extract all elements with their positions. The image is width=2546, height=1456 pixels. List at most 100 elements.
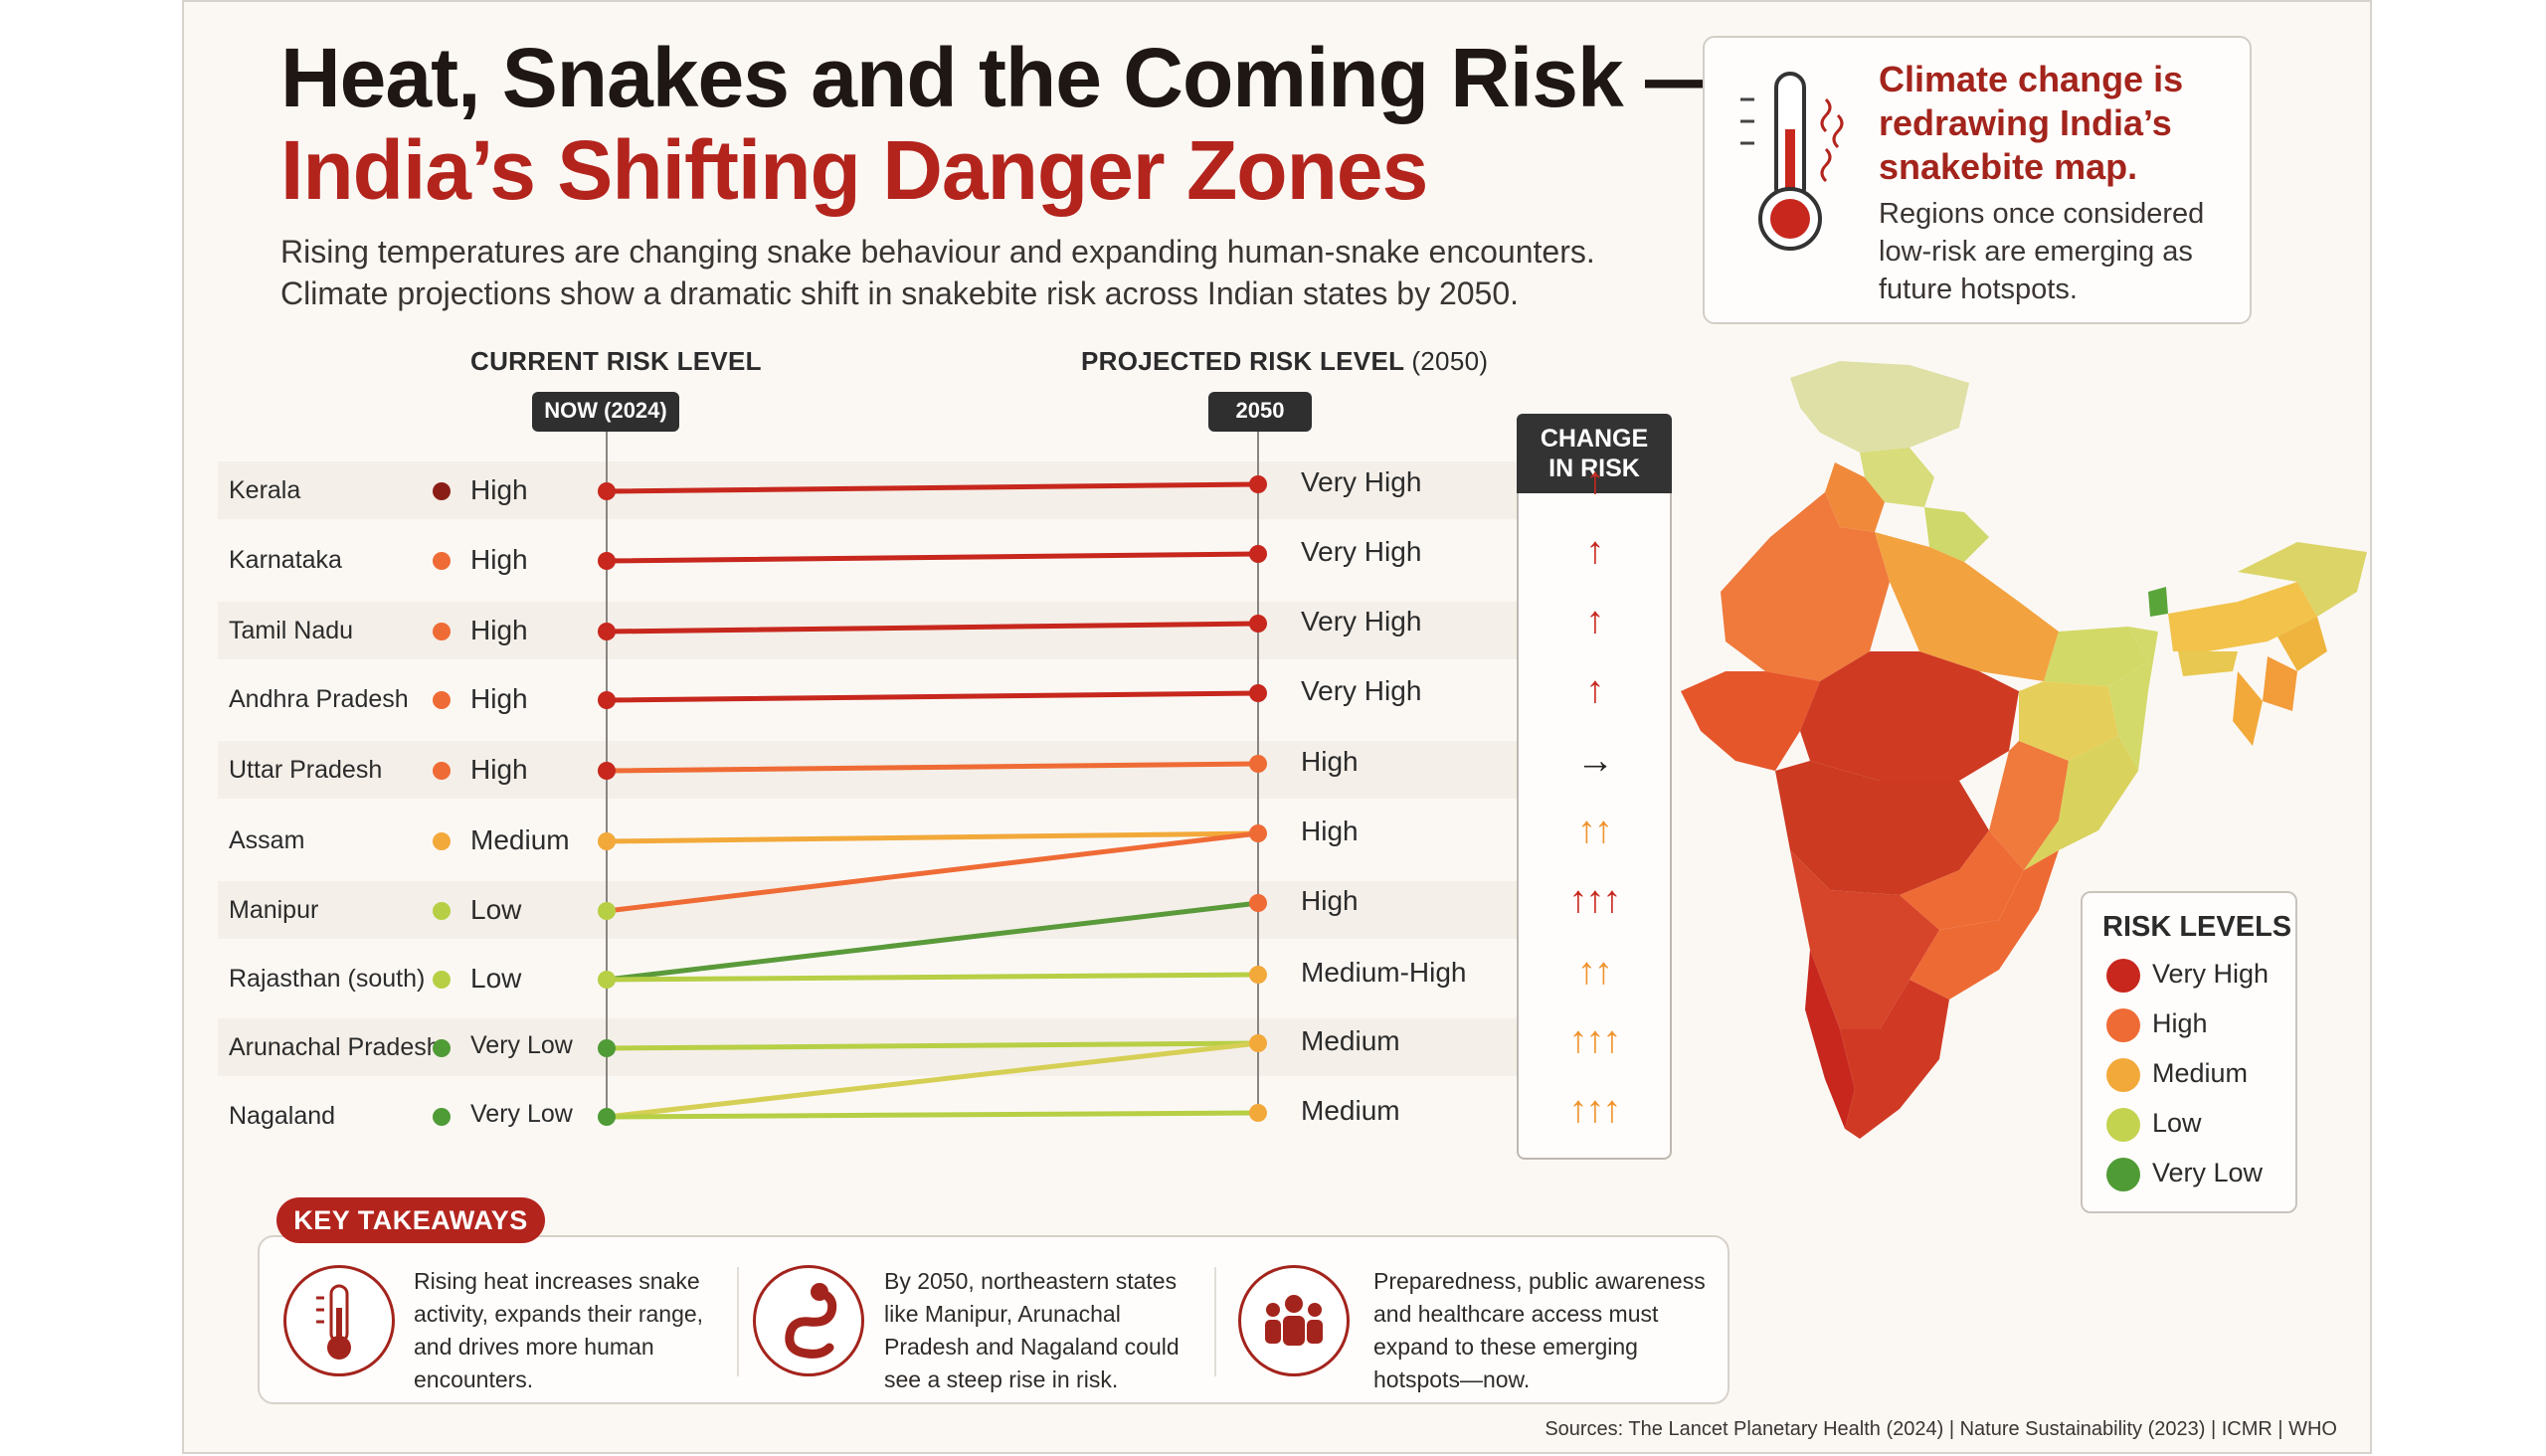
state-label-nagaland: Nagaland	[229, 1102, 336, 1130]
projected-level-karnataka: Very High	[1301, 536, 1422, 567]
map-region-sikkim	[2148, 587, 2168, 617]
state-label-rajasthan-south: Rajasthan (south)	[229, 965, 426, 993]
map-region-uttar-pradesh	[1875, 532, 2059, 681]
current-level-manipur: Low	[470, 894, 522, 925]
projected-level-rajasthan-south: Medium-High	[1301, 957, 1467, 988]
map-region-maharashtra	[1775, 761, 1989, 895]
subtitle-line-2: Climate projections show a dramatic shif…	[280, 275, 1520, 311]
subtitle-line-1: Rising temperatures are changing snake b…	[280, 234, 1595, 270]
climate-callout: Climate change is redrawing India’s snak…	[1703, 36, 2252, 324]
map-region-odisha	[2024, 736, 2138, 870]
projected-level-kerala: Very High	[1301, 466, 1422, 497]
legend-title: RISK LEVELS	[2102, 911, 2292, 943]
legend-swatch-very-low	[2106, 1158, 2140, 1191]
legend-item-high: High	[2106, 1008, 2208, 1042]
map-region-rajasthan	[1721, 492, 1890, 681]
map-region-bihar	[2044, 627, 2148, 686]
map-region-karnataka	[1790, 850, 1939, 1029]
change-arrow-karnataka: ↑	[1585, 530, 1605, 572]
takeaway-preparedness: Preparedness, public awareness and healt…	[1373, 1268, 1706, 1392]
projected-level-manipur: High	[1301, 885, 1359, 916]
thermometer-icon	[283, 1265, 395, 1376]
map-region-punjab	[1825, 462, 1885, 532]
current-level-karnataka: High	[470, 544, 528, 575]
takeaway-heat: Rising heat increases snake activity, ex…	[414, 1268, 704, 1392]
current-level-dot-andhra-pradesh	[433, 691, 451, 709]
projected-level-assam: High	[1301, 816, 1359, 846]
legend-item-very-low: Very Low	[2106, 1158, 2263, 1191]
legend-swatch-medium	[2106, 1058, 2140, 1092]
current-level-dot-kerala	[433, 482, 451, 500]
current-level-kerala: High	[470, 474, 528, 505]
takeaway-divider-2	[1214, 1267, 1216, 1376]
current-level-dot-tamil-nadu	[433, 623, 451, 640]
projected-level-uttar-pradesh: High	[1301, 746, 1359, 777]
current-level-arunachal-pradesh: Very Low	[470, 1031, 573, 1059]
map-region-assam	[2168, 582, 2317, 651]
sources-line: Sources: The Lancet Planetary Health (20…	[1545, 1418, 2337, 1440]
map-region-gujarat	[1681, 671, 1820, 771]
map-region-kerala	[1805, 950, 1855, 1129]
india-risk-map	[1681, 361, 2367, 1139]
legend-label-medium: Medium	[2152, 1058, 2249, 1089]
map-region-tamil-nadu	[1840, 980, 1949, 1139]
projected-risk-year: (2050)	[1411, 346, 1489, 376]
state-label-manipur: Manipur	[229, 896, 319, 924]
change-in-risk-box: CHANGE IN RISK	[1517, 414, 1672, 1160]
current-risk-header: CURRENT RISK LEVEL	[470, 346, 762, 376]
current-level-dot-rajasthan-south	[433, 971, 451, 989]
map-region-nagaland	[2277, 617, 2327, 671]
state-label-andhra-pradesh: Andhra Pradesh	[229, 685, 409, 713]
map-region-madhya-pradesh	[1800, 651, 2019, 781]
change-arrow-nagaland: ↑↑↑	[1568, 1089, 1622, 1131]
change-header-line-1: CHANGE	[1540, 425, 1649, 453]
callout-body: Regions once considered low-risk are eme…	[1879, 198, 2205, 305]
legend-swatch-very-high	[2106, 959, 2140, 993]
title-line-2: India’s Shifting Danger Zones	[280, 123, 1428, 217]
projected-risk-label: PROJECTED RISK LEVEL	[1081, 346, 1404, 376]
current-level-dot-nagaland	[433, 1108, 451, 1126]
snake-icon	[753, 1265, 864, 1376]
year-2050-pill: 2050	[1208, 392, 1312, 432]
legend-swatch-low	[2106, 1108, 2140, 1142]
current-level-nagaland: Very Low	[470, 1100, 573, 1128]
legend-swatch-high	[2106, 1008, 2140, 1042]
projected-level-arunachal-pradesh: Medium	[1301, 1025, 1400, 1056]
takeaway-northeast: By 2050, northeastern states like Manipu…	[884, 1268, 1180, 1392]
current-level-uttar-pradesh: High	[470, 754, 528, 785]
state-label-uttar-pradesh: Uttar Pradesh	[229, 756, 383, 784]
change-arrow-manipur: ↑↑↑	[1568, 879, 1622, 921]
map-region-kashmir	[1790, 361, 1969, 453]
legend-label-high: High	[2152, 1008, 2208, 1039]
current-level-dot-karnataka	[433, 552, 451, 570]
key-takeaways-box: Rising heat increases snake activity, ex…	[258, 1235, 1729, 1404]
map-region-mizoram	[2233, 671, 2263, 746]
current-level-tamil-nadu: High	[470, 615, 528, 645]
map-region-himachal	[1860, 448, 1934, 507]
current-level-assam: Medium	[470, 824, 570, 855]
map-region-uttarakhand	[1924, 507, 1989, 562]
change-header-line-2: IN RISK	[1548, 455, 1640, 482]
change-arrow-tamil-nadu: ↑	[1585, 600, 1605, 641]
community-icon	[1238, 1265, 1350, 1376]
map-region-jharkhand	[2019, 681, 2118, 761]
thermometer-icon	[1740, 72, 1844, 251]
change-arrow-arunachal-pradesh: ↑↑↑	[1568, 1019, 1622, 1061]
takeaway-divider-1	[737, 1267, 739, 1376]
projected-level-nagaland: Medium	[1301, 1095, 1400, 1126]
legend-item-very-high: Very High	[2106, 959, 2269, 993]
change-arrow-kerala: ↑	[1585, 460, 1605, 502]
map-region-andhra-pradesh	[1910, 850, 2059, 1000]
map-region-meghalaya	[2178, 651, 2238, 676]
current-level-dot-manipur	[433, 902, 451, 920]
projected-risk-header: PROJECTED RISK LEVEL (2050)	[1081, 346, 1488, 377]
state-label-arunachal-pradesh: Arunachal Pradesh	[229, 1033, 441, 1061]
current-level-dot-uttar-pradesh	[433, 762, 451, 780]
key-takeaways-badge: KEY TAKEAWAYS	[276, 1197, 545, 1243]
state-label-kerala: Kerala	[229, 476, 301, 504]
legend-label-very-high: Very High	[2152, 959, 2270, 990]
callout-heading: Climate change is redrawing India’s snak…	[1879, 59, 2184, 187]
change-in-risk-header: CHANGE IN RISK	[1517, 414, 1672, 493]
legend-label-low: Low	[2152, 1108, 2202, 1139]
projected-level-tamil-nadu: Very High	[1301, 606, 1422, 637]
